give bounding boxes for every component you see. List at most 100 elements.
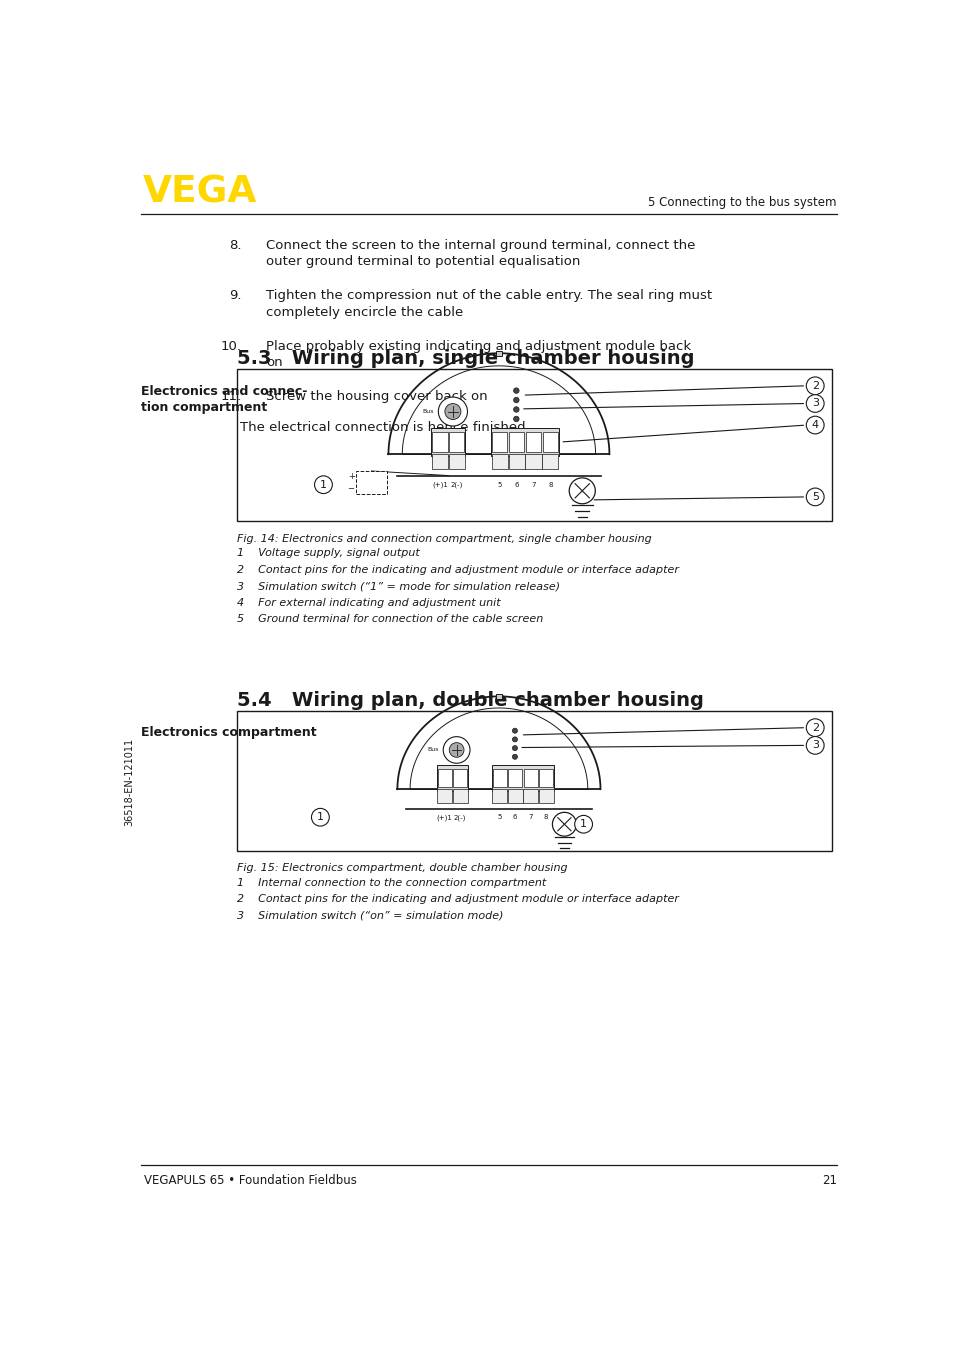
Bar [496, 351, 501, 356]
Bar [508, 432, 524, 452]
Bar [538, 769, 553, 787]
Bar [436, 789, 452, 803]
Bar [492, 432, 507, 452]
Circle shape [512, 754, 517, 760]
Text: VEGAPULS 65 • Foundation Fieldbus: VEGAPULS 65 • Foundation Fieldbus [144, 1174, 356, 1187]
Bar [507, 789, 522, 803]
Text: 2(-): 2(-) [454, 814, 466, 821]
Text: 6: 6 [514, 482, 518, 487]
Circle shape [569, 478, 595, 504]
Text: 2    Contact pins for the indicating and adjustment module or interface adapter: 2 Contact pins for the indicating and ad… [236, 895, 679, 904]
Text: Fig. 14: Electronics and connection compartment, single chamber housing: Fig. 14: Electronics and connection comp… [236, 533, 651, 543]
Circle shape [805, 394, 823, 413]
Circle shape [805, 487, 823, 506]
Bar [236, 711, 831, 850]
Bar [453, 769, 467, 787]
Text: +: + [347, 473, 355, 481]
Text: 1: 1 [319, 479, 327, 490]
Circle shape [513, 416, 518, 421]
Text: 5.4   Wiring plan, double chamber housing: 5.4 Wiring plan, double chamber housing [236, 691, 703, 709]
Text: 5.3   Wiring plan, single chamber housing: 5.3 Wiring plan, single chamber housing [236, 349, 694, 368]
Text: 8.: 8. [229, 238, 241, 252]
Bar [448, 454, 464, 470]
Bar [491, 454, 507, 470]
Text: Bus: Bus [427, 747, 438, 753]
Circle shape [552, 812, 576, 837]
Text: Fig. 15: Electronics compartment, double chamber housing: Fig. 15: Electronics compartment, double… [236, 864, 567, 873]
Text: 2: 2 [811, 723, 818, 733]
Bar [431, 428, 465, 456]
Circle shape [437, 397, 467, 427]
Circle shape [311, 808, 329, 826]
Text: 5    Ground terminal for connection of the cable screen: 5 Ground terminal for connection of the … [236, 615, 542, 624]
Text: (+)1: (+)1 [432, 482, 447, 489]
Text: 9.: 9. [229, 290, 241, 302]
Bar [432, 454, 448, 470]
Bar [492, 769, 506, 787]
Bar [449, 432, 464, 452]
Circle shape [805, 719, 823, 737]
Circle shape [805, 737, 823, 754]
Text: 2: 2 [811, 380, 818, 391]
Text: 10.: 10. [220, 340, 241, 353]
Bar [453, 789, 467, 803]
Text: 6: 6 [513, 814, 517, 821]
Text: 5: 5 [497, 482, 501, 487]
Text: −: − [347, 483, 355, 493]
Circle shape [805, 376, 823, 394]
Bar [538, 789, 553, 803]
Text: 3: 3 [811, 741, 818, 750]
Circle shape [443, 737, 470, 764]
Text: 7: 7 [531, 482, 536, 487]
Bar [508, 454, 524, 470]
Bar [525, 454, 541, 470]
Bar [437, 769, 451, 787]
Text: 5 Connecting to the bus system: 5 Connecting to the bus system [648, 196, 836, 210]
Text: Electronics and connec-
tion compartment: Electronics and connec- tion compartment [141, 385, 307, 414]
Text: 3    Simulation switch (“on” = simulation mode): 3 Simulation switch (“on” = simulation m… [236, 911, 503, 921]
Text: 1: 1 [316, 812, 323, 822]
Text: 3    Simulation switch (“1” = mode for simulation release): 3 Simulation switch (“1” = mode for simu… [236, 581, 559, 592]
Bar [355, 471, 386, 494]
Bar [492, 789, 506, 803]
Text: 1: 1 [579, 819, 586, 829]
Bar [523, 769, 537, 787]
Text: 21: 21 [821, 1174, 836, 1187]
Text: Tighten the compression nut of the cable entry. The seal ring must
completely en: Tighten the compression nut of the cable… [266, 290, 712, 318]
Text: VEGA: VEGA [142, 175, 256, 210]
Text: The electrical connection is hence finished.: The electrical connection is hence finis… [240, 421, 529, 433]
Text: 4: 4 [811, 420, 818, 431]
Text: Place probably existing indicating and adjustment module back
on: Place probably existing indicating and a… [266, 340, 691, 370]
Circle shape [444, 403, 460, 420]
Bar [525, 432, 540, 452]
Text: 7: 7 [528, 814, 533, 821]
Bar [436, 765, 467, 791]
Text: (+)1: (+)1 [436, 814, 452, 821]
Text: 2(-): 2(-) [450, 482, 462, 489]
Text: Electronics compartment: Electronics compartment [141, 726, 316, 739]
Text: 4    For external indicating and adjustment unit: 4 For external indicating and adjustment… [236, 598, 500, 608]
Text: 3: 3 [811, 398, 818, 409]
Text: 8: 8 [543, 814, 548, 821]
Bar [541, 454, 558, 470]
Circle shape [512, 737, 517, 742]
Circle shape [574, 815, 592, 833]
Text: 5: 5 [497, 814, 501, 821]
Bar [508, 769, 521, 787]
Text: 5: 5 [811, 492, 818, 502]
Circle shape [512, 746, 517, 750]
Bar [492, 765, 554, 791]
Circle shape [512, 728, 517, 734]
Bar [432, 432, 447, 452]
Bar [496, 695, 501, 699]
Text: 36518-EN-121011: 36518-EN-121011 [124, 738, 134, 826]
Bar [491, 428, 558, 456]
Circle shape [449, 742, 463, 757]
Circle shape [805, 416, 823, 433]
Circle shape [513, 397, 518, 402]
Text: Connect the screen to the internal ground terminal, connect the
outer ground ter: Connect the screen to the internal groun… [266, 238, 695, 268]
Text: 8: 8 [548, 482, 552, 487]
Circle shape [513, 406, 518, 412]
Text: Bus: Bus [422, 409, 434, 414]
Text: 1    Voltage supply, signal output: 1 Voltage supply, signal output [236, 548, 419, 558]
